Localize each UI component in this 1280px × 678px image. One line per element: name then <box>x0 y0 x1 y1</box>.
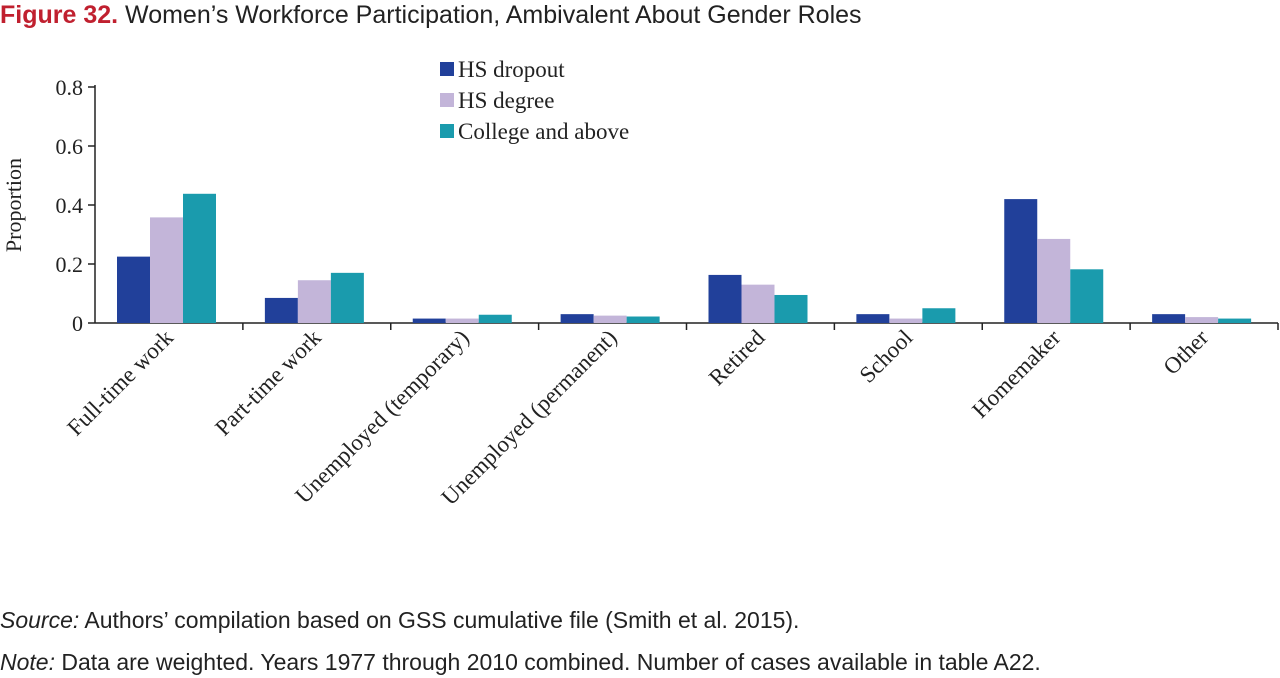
bar <box>1004 199 1038 323</box>
bar <box>117 256 150 323</box>
bar <box>330 272 364 323</box>
bar <box>478 314 512 323</box>
bar <box>741 284 775 323</box>
plot-area: 0 0.2 0.4 0.6 0.8 Proportion Full-time work Par… <box>1 57 1279 510</box>
legend-label: HS degree <box>458 88 554 113</box>
legend-swatch <box>440 124 454 138</box>
source-line: Source: Authors’ compilation based on GS… <box>0 606 799 634</box>
bar <box>560 314 594 323</box>
y-tick-label: 0 <box>72 311 83 336</box>
note-line: Note: Data are weighted. Years 1977 thro… <box>0 648 1041 676</box>
y-tick-label: 0.6 <box>56 134 84 159</box>
legend-label: College and above <box>458 119 629 144</box>
bar <box>297 280 331 323</box>
x-tick-label: Unemployed (permanent) <box>436 325 621 510</box>
bar <box>150 217 183 323</box>
bar <box>1218 318 1252 323</box>
bar <box>445 318 479 323</box>
note-label: Note: <box>0 649 55 675</box>
legend-swatch <box>440 62 454 76</box>
x-tick-label: Part-time work <box>210 325 326 441</box>
bar <box>412 318 446 323</box>
x-tick-label: Other <box>1158 325 1213 380</box>
legend-swatch <box>440 93 454 107</box>
bar <box>856 314 890 323</box>
bar <box>593 315 627 323</box>
y-axis-label: Proportion <box>1 158 26 252</box>
x-tick-label: Retired <box>704 325 770 391</box>
x-tick-label: School <box>855 325 918 388</box>
bar-chart: 0 0.2 0.4 0.6 0.8 Proportion Full-time work Par… <box>1 57 1279 510</box>
note-text: Data are weighted. Years 1977 through 20… <box>61 649 1041 675</box>
bar <box>1070 269 1104 323</box>
legend-label: HS dropout <box>458 57 565 82</box>
bar <box>708 274 742 323</box>
figure-number: Figure 32. <box>0 1 119 29</box>
bar <box>922 308 956 323</box>
x-tick-label: Unemployed (temporary) <box>290 325 473 508</box>
figure-title: Figure 32. Women’s Workforce Participati… <box>0 0 862 30</box>
bar <box>1152 314 1186 323</box>
figure-title-text: Women’s Workforce Participation, Ambival… <box>125 1 862 29</box>
x-tick-label: Full-time work <box>62 325 178 441</box>
y-tick-label: 0.2 <box>56 252 84 277</box>
bar <box>626 316 660 323</box>
bar <box>774 294 808 323</box>
bar <box>264 297 298 323</box>
bar <box>183 193 216 323</box>
bar <box>1037 238 1071 323</box>
y-tick-label: 0.8 <box>56 75 84 100</box>
bar <box>1185 317 1219 323</box>
y-tick-label: 0.4 <box>56 193 84 218</box>
bar <box>889 318 923 323</box>
x-tick-label: Homemaker <box>967 325 1065 423</box>
source-label: Source: <box>0 607 80 633</box>
source-text: Authors’ compilation based on GSS cumula… <box>84 607 800 633</box>
